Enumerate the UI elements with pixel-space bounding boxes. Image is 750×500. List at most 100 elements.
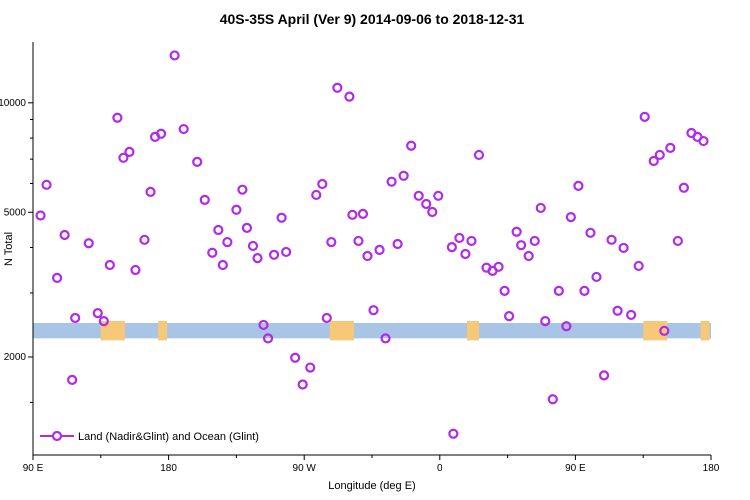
data-point [326, 236, 337, 248]
data-point [448, 428, 459, 439]
data-point [353, 235, 364, 247]
data-point [540, 316, 551, 327]
data-point [421, 198, 432, 210]
y-axis-label: N Total [3, 232, 15, 266]
data-point [433, 190, 444, 201]
x-tick-label: 90 W [293, 463, 317, 474]
data-point [398, 170, 409, 181]
data-point [639, 111, 650, 122]
data-point [368, 305, 379, 316]
data-point [213, 224, 224, 236]
data-point [591, 271, 602, 283]
x-axis-label: Longitude (deg E) [328, 480, 415, 492]
data-point [648, 155, 659, 167]
data-point [654, 149, 665, 161]
data-point [626, 309, 637, 321]
data-point [59, 229, 70, 241]
data-point [145, 186, 156, 197]
data-point [130, 264, 141, 276]
y-tick-label: 2000 [4, 352, 27, 363]
data-point [207, 247, 218, 258]
data-point [344, 91, 355, 102]
data-point [217, 259, 228, 271]
data-point [67, 374, 78, 385]
map-band-land [158, 321, 168, 341]
data-point [192, 156, 203, 167]
data-point [473, 149, 485, 161]
data-point [374, 244, 385, 256]
x-tick-label: 90 E [23, 463, 44, 474]
data-point [104, 259, 115, 271]
data-point [380, 333, 391, 344]
map-band-ocean [33, 323, 711, 339]
data-point [535, 202, 546, 214]
data-point [618, 242, 629, 254]
data-point [139, 234, 150, 245]
data-point [606, 234, 617, 245]
data-point [466, 235, 477, 247]
y-tick-label: 5000 [4, 207, 27, 218]
y-tick-label: 10000 [0, 98, 26, 109]
legend-marker-icon [51, 430, 63, 442]
data-point [573, 180, 584, 191]
data-point [612, 305, 623, 316]
data-point [98, 316, 109, 327]
data-point [41, 179, 52, 190]
data-point [35, 210, 46, 221]
data-point [504, 311, 515, 322]
plot-layer: 90 E 180 90 W 0 90 E 180 2000 5000 10000 [0, 42, 720, 474]
data-point [118, 152, 129, 163]
chart-title: 40S-35S April (Ver 9) 2014-09-06 to 2018… [220, 11, 525, 27]
data-point [124, 146, 135, 157]
data-point [268, 249, 280, 260]
data-point [579, 285, 590, 296]
legend-label: Land (Nadir&Glint) and Ocean (Glint) [78, 431, 259, 443]
map-band-land [700, 321, 710, 341]
data-point [672, 235, 683, 247]
data-point [585, 227, 596, 238]
x-tick-label: 0 [437, 463, 443, 474]
data-point [598, 370, 610, 381]
data-point [516, 240, 527, 251]
data-point [493, 261, 504, 272]
data-point [547, 394, 558, 405]
map-band-land [466, 321, 479, 341]
data-point [392, 238, 403, 250]
data-point [199, 194, 210, 205]
data-point [231, 204, 242, 215]
data-point [386, 176, 397, 187]
data-point [155, 128, 167, 139]
data-point [321, 312, 332, 324]
x-tick-label: 180 [160, 463, 177, 474]
data-point [659, 325, 670, 336]
data-point [317, 178, 328, 190]
map-band-land [100, 321, 125, 341]
data-point [427, 206, 438, 218]
data-point [406, 140, 417, 151]
data-point [529, 235, 540, 247]
data-point [332, 82, 343, 93]
data-point [258, 319, 269, 331]
data-point [523, 250, 534, 262]
data-point [262, 333, 274, 344]
data-point [698, 135, 709, 147]
data-point [70, 312, 81, 324]
data-point [290, 352, 301, 363]
data-point [665, 142, 676, 153]
data-point [511, 226, 522, 237]
data-point [561, 321, 572, 332]
data-point [347, 209, 358, 220]
data-point [565, 211, 576, 223]
data-point [311, 189, 322, 201]
data-point [237, 184, 248, 195]
data-point [305, 362, 316, 373]
data-point [362, 250, 373, 262]
data-point [460, 248, 471, 260]
data-point [281, 246, 292, 258]
data-point [83, 238, 94, 249]
data-point [222, 236, 233, 248]
data-point [446, 242, 457, 253]
data-point [454, 232, 465, 244]
data-point [247, 240, 259, 252]
